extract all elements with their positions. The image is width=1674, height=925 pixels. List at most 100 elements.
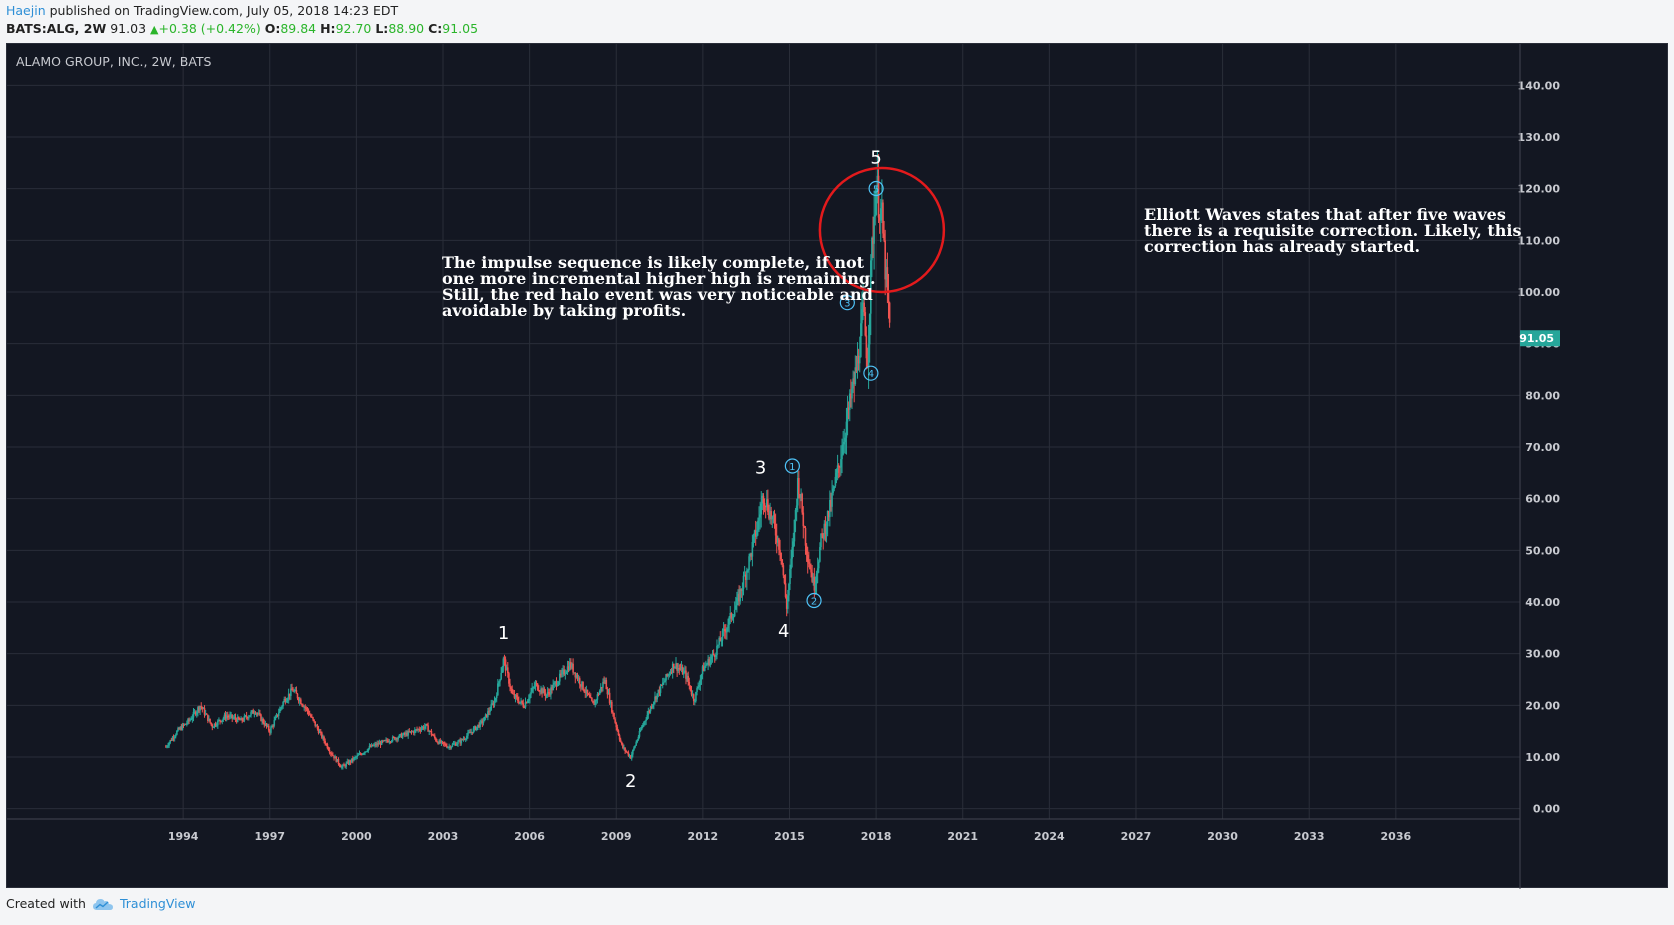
candle-body xyxy=(235,719,238,722)
candle-body xyxy=(716,645,718,656)
candle-body xyxy=(886,267,889,291)
candle-body xyxy=(531,688,533,692)
candle-body xyxy=(738,593,740,602)
x-tick-label: 2015 xyxy=(774,830,805,843)
sub-wave-circle xyxy=(839,295,855,311)
candle-body xyxy=(759,514,761,518)
candle-body xyxy=(626,751,629,753)
candle-body xyxy=(547,692,550,694)
candle-body xyxy=(524,702,527,708)
candle-body xyxy=(668,674,671,676)
candle-body xyxy=(644,720,646,723)
candle-body xyxy=(380,740,383,745)
candle-body xyxy=(888,302,891,323)
candle-body xyxy=(365,751,367,753)
candle-body xyxy=(705,665,707,667)
candle-body xyxy=(645,719,647,721)
candle-body xyxy=(822,533,825,539)
candle-body xyxy=(512,693,515,695)
candle-body xyxy=(586,689,589,694)
candle-body xyxy=(851,388,853,399)
candle-body xyxy=(618,735,621,740)
candle-body xyxy=(673,663,675,669)
candle-body xyxy=(202,708,205,710)
candle-body xyxy=(778,538,780,550)
candle-body xyxy=(717,644,719,646)
candle-body xyxy=(658,689,661,693)
candle-body xyxy=(303,706,305,708)
candle-body xyxy=(784,583,787,598)
candle-body xyxy=(297,698,300,702)
candle-body xyxy=(448,746,450,748)
candle-body xyxy=(481,720,484,724)
candle-body xyxy=(447,746,449,748)
candle-body xyxy=(263,723,266,726)
candle-body xyxy=(358,753,361,755)
candle-body xyxy=(677,667,680,671)
candle-body xyxy=(829,499,831,518)
candle-body xyxy=(768,512,770,519)
candle-body xyxy=(532,687,535,689)
candle-body xyxy=(285,700,288,703)
candle-body xyxy=(250,712,252,716)
candle-body xyxy=(337,759,340,764)
candle-body xyxy=(374,743,376,745)
candle-body xyxy=(172,737,175,739)
tradingview-link[interactable]: TradingView xyxy=(92,896,196,911)
candle-body xyxy=(359,753,362,755)
author-link[interactable]: Haejin xyxy=(6,3,46,18)
candle-body xyxy=(800,493,802,498)
candle-body xyxy=(240,718,242,721)
wave-label: 4 xyxy=(778,621,789,642)
candle-body xyxy=(323,736,325,741)
candle-body xyxy=(186,723,188,725)
candle-body xyxy=(362,753,364,755)
candle-body xyxy=(246,717,249,719)
candle-body xyxy=(396,738,398,740)
price-chart[interactable]: 0.00 10.00 20.00 30.00 40.00 50.00 60.00 70.00 8… xyxy=(7,44,1669,889)
candle-body xyxy=(528,698,530,701)
candle-body xyxy=(731,617,734,619)
candle-body xyxy=(428,730,431,732)
candle-body xyxy=(395,738,397,740)
candle-body xyxy=(625,750,628,752)
candle-body xyxy=(283,699,286,702)
candle-body xyxy=(816,568,819,574)
candle-body xyxy=(615,722,618,728)
candle-body xyxy=(217,720,219,726)
candle-body xyxy=(691,694,694,696)
candle-body xyxy=(302,705,304,707)
candle-body xyxy=(298,699,301,702)
y-tick-label: 140.00 xyxy=(1518,79,1561,92)
candle-body xyxy=(176,730,178,735)
candle-body xyxy=(648,711,651,713)
impulse-annotation: The impulse sequence is likely complete,… xyxy=(442,253,876,320)
candle-body xyxy=(344,765,346,767)
candle-body xyxy=(885,267,888,280)
candle-body xyxy=(514,695,517,698)
candle-body xyxy=(591,697,593,701)
candle-body xyxy=(367,748,370,751)
candle-body xyxy=(218,719,220,721)
candle-body xyxy=(563,669,566,675)
candle-body xyxy=(846,407,849,422)
candle-body xyxy=(430,730,433,735)
candle-body xyxy=(585,689,588,693)
candle-body xyxy=(499,679,501,682)
chart-area[interactable]: 0.00 10.00 20.00 30.00 40.00 50.00 60.00 70.00 8… xyxy=(6,43,1669,889)
candle-body xyxy=(336,759,339,762)
published-text: published on TradingView.com, July 05, 2… xyxy=(49,3,399,18)
y-tick-label: 20.00 xyxy=(1525,699,1560,712)
candle-body xyxy=(369,746,372,748)
sub-wave-circle xyxy=(863,365,879,381)
candle-body xyxy=(350,758,353,763)
candle-body xyxy=(287,693,290,700)
candle-body xyxy=(345,763,348,767)
candle-body xyxy=(353,757,355,761)
candle-body xyxy=(405,732,407,735)
candle-body xyxy=(257,713,260,715)
candle-body xyxy=(190,719,193,721)
candle-body xyxy=(646,715,649,720)
candle-body xyxy=(598,690,601,695)
candle-body xyxy=(737,593,739,598)
